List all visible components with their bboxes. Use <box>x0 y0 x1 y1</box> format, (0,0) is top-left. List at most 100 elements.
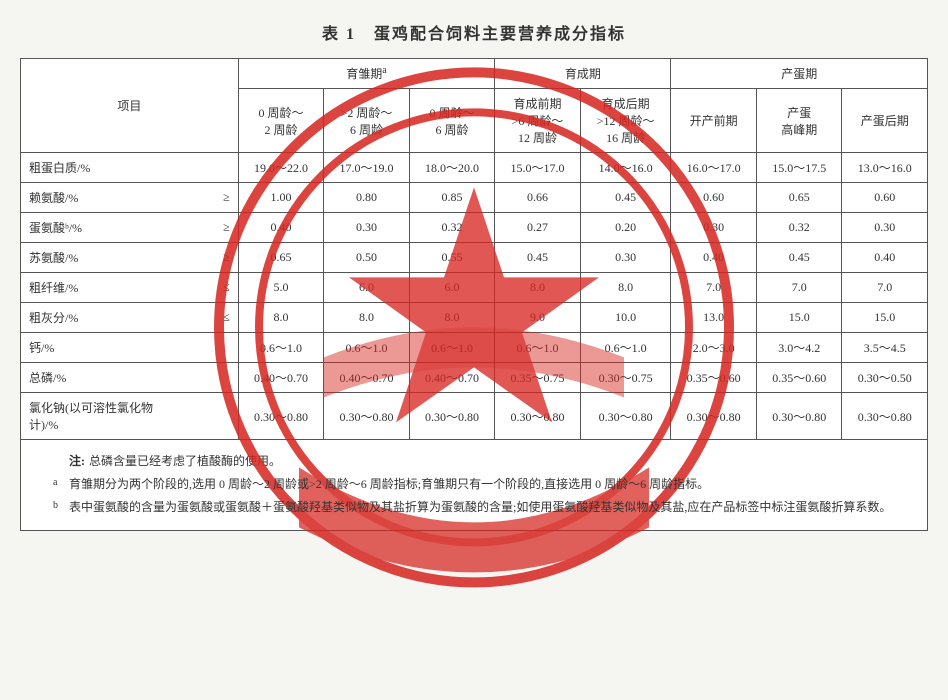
row-operator <box>206 333 239 363</box>
note-line0: 总磷含量已经考虑了植酸酶的使用。 <box>89 454 281 468</box>
cell: 0.40～0.70 <box>238 363 324 393</box>
cell: 0.50 <box>324 243 410 273</box>
cell: 17.0～19.0 <box>324 153 410 183</box>
row-operator: ≤ <box>206 273 239 303</box>
cell: 8.0 <box>409 303 495 333</box>
note-main: 注: 总磷含量已经考虑了植酸酶的使用。 <box>35 450 913 473</box>
cell: 0.35～0.60 <box>671 363 757 393</box>
cell: 0.45 <box>495 243 581 273</box>
cell: 0.60 <box>671 183 757 213</box>
col-group-3: 产蛋期 <box>671 59 928 89</box>
cell: 5.0 <box>238 273 324 303</box>
cell: 7.0 <box>756 273 842 303</box>
cell: 0.85 <box>409 183 495 213</box>
table-title: 表 1 蛋鸡配合饲料主要营养成分指标 <box>20 20 928 44</box>
cell: 0.32 <box>756 213 842 243</box>
cell: 8.0 <box>324 303 410 333</box>
cell: 0.40 <box>842 243 928 273</box>
cell: 0.6～1.0 <box>238 333 324 363</box>
row-operator: ≥ <box>206 183 239 213</box>
cell: 0.35～0.75 <box>495 363 581 393</box>
cell: 3.5～4.5 <box>842 333 928 363</box>
cell: 0.30 <box>671 213 757 243</box>
row-label: 苏氨酸/% <box>21 243 206 273</box>
col-group-1-label: 育雏期 <box>346 67 382 81</box>
cell: 13.0～16.0 <box>842 153 928 183</box>
row-label: 氯化钠(以可溶性氯化物 计)/% <box>21 393 206 440</box>
row-label: 粗蛋白质/% <box>21 153 206 183</box>
row-label: 粗灰分/% <box>21 303 206 333</box>
table-row: 赖氨酸/%≥1.000.800.850.660.450.600.650.60 <box>21 183 928 213</box>
cell: 0.30 <box>324 213 410 243</box>
cell: 0.40 <box>671 243 757 273</box>
cell: 0.40 <box>238 213 324 243</box>
col-g2c1: 育成前期 >6 周龄～ 12 周龄 <box>495 89 581 153</box>
cell: 0.40～0.70 <box>324 363 410 393</box>
col-group-1-sup: a <box>382 65 386 76</box>
row-label: 赖氨酸/% <box>21 183 206 213</box>
cell: 15.0～17.0 <box>495 153 581 183</box>
cell: 0.27 <box>495 213 581 243</box>
table-row: 氯化钠(以可溶性氯化物 计)/%0.30～0.800.30～0.800.30～0… <box>21 393 928 440</box>
cell: 15.0 <box>842 303 928 333</box>
cell: 10.0 <box>580 303 671 333</box>
row-operator <box>206 393 239 440</box>
cell: 6.0 <box>409 273 495 303</box>
col-g3c2: 产蛋 高峰期 <box>756 89 842 153</box>
row-label: 钙/% <box>21 333 206 363</box>
cell: 14.0～16.0 <box>580 153 671 183</box>
table-row: 蛋氨酸ᵇ/%≥0.400.300.320.270.200.300.320.30 <box>21 213 928 243</box>
cell: 0.30～0.80 <box>842 393 928 440</box>
footnote-b: b 表中蛋氨酸的含量为蛋氨酸或蛋氨酸＋蛋氨酸羟基类似物及其盐折算为蛋氨酸的含量;… <box>35 496 913 519</box>
cell: 1.00 <box>238 183 324 213</box>
cell: 0.6～1.0 <box>580 333 671 363</box>
cell: 0.66 <box>495 183 581 213</box>
cell: 3.0～4.2 <box>756 333 842 363</box>
cell: 0.30～0.80 <box>756 393 842 440</box>
cell: 0.30～0.80 <box>238 393 324 440</box>
row-operator: ≤ <box>206 303 239 333</box>
footnote-a: a 育雏期分为两个阶段的,选用 0 周龄～2 周龄或>2 周龄～6 周龄指标;育… <box>35 473 913 496</box>
row-operator <box>206 153 239 183</box>
nutrition-table: 项目 育雏期a 育成期 产蛋期 0 周龄～ 2 周龄 >2 周龄～ 6 周龄 0… <box>20 58 928 440</box>
cell: 0.65 <box>756 183 842 213</box>
col-g1c3: 0 周龄～ 6 周龄 <box>409 89 495 153</box>
cell: 13.0 <box>671 303 757 333</box>
cell: 0.55 <box>409 243 495 273</box>
cell: 0.30～0.80 <box>324 393 410 440</box>
table-row: 总磷/%0.40～0.700.40～0.700.40～0.700.35～0.75… <box>21 363 928 393</box>
cell: 6.0 <box>324 273 410 303</box>
cell: 0.30～0.80 <box>580 393 671 440</box>
table-row: 粗蛋白质/%19.0～22.017.0～19.018.0～20.015.0～17… <box>21 153 928 183</box>
col-g3c3: 产蛋后期 <box>842 89 928 153</box>
cell: 0.30～0.80 <box>409 393 495 440</box>
footnote-b-marker: b <box>53 496 58 515</box>
footnote-a-marker: a <box>53 473 57 492</box>
cell: 16.0～17.0 <box>671 153 757 183</box>
footnote-a-text: 育雏期分为两个阶段的,选用 0 周龄～2 周龄或>2 周龄～6 周龄指标;育雏期… <box>69 477 709 491</box>
table-wrapper: 项目 育雏期a 育成期 产蛋期 0 周龄～ 2 周龄 >2 周龄～ 6 周龄 0… <box>20 58 928 531</box>
table-row: 粗灰分/%≤8.08.08.09.010.013.015.015.0 <box>21 303 928 333</box>
cell: 0.30～0.80 <box>495 393 581 440</box>
footnote-b-text: 表中蛋氨酸的含量为蛋氨酸或蛋氨酸＋蛋氨酸羟基类似物及其盐折算为蛋氨酸的含量;如使… <box>69 500 891 514</box>
note-lead: 注: <box>69 454 85 468</box>
cell: 0.40～0.70 <box>409 363 495 393</box>
cell: 8.0 <box>495 273 581 303</box>
cell: 0.30～0.80 <box>671 393 757 440</box>
cell: 0.30～0.50 <box>842 363 928 393</box>
row-label: 蛋氨酸ᵇ/% <box>21 213 206 243</box>
cell: 18.0～20.0 <box>409 153 495 183</box>
table-notes: 注: 总磷含量已经考虑了植酸酶的使用。 a 育雏期分为两个阶段的,选用 0 周龄～… <box>20 440 928 531</box>
cell: 0.45 <box>756 243 842 273</box>
cell: 2.0～3.0 <box>671 333 757 363</box>
cell: 0.80 <box>324 183 410 213</box>
row-label: 总磷/% <box>21 363 206 393</box>
col-g1c2: >2 周龄～ 6 周龄 <box>324 89 410 153</box>
cell: 0.30 <box>580 243 671 273</box>
cell: 0.30～0.75 <box>580 363 671 393</box>
cell: 7.0 <box>671 273 757 303</box>
row-operator: ≥ <box>206 213 239 243</box>
cell: 0.20 <box>580 213 671 243</box>
col-group-1: 育雏期a <box>238 59 495 89</box>
cell: 0.6～1.0 <box>409 333 495 363</box>
